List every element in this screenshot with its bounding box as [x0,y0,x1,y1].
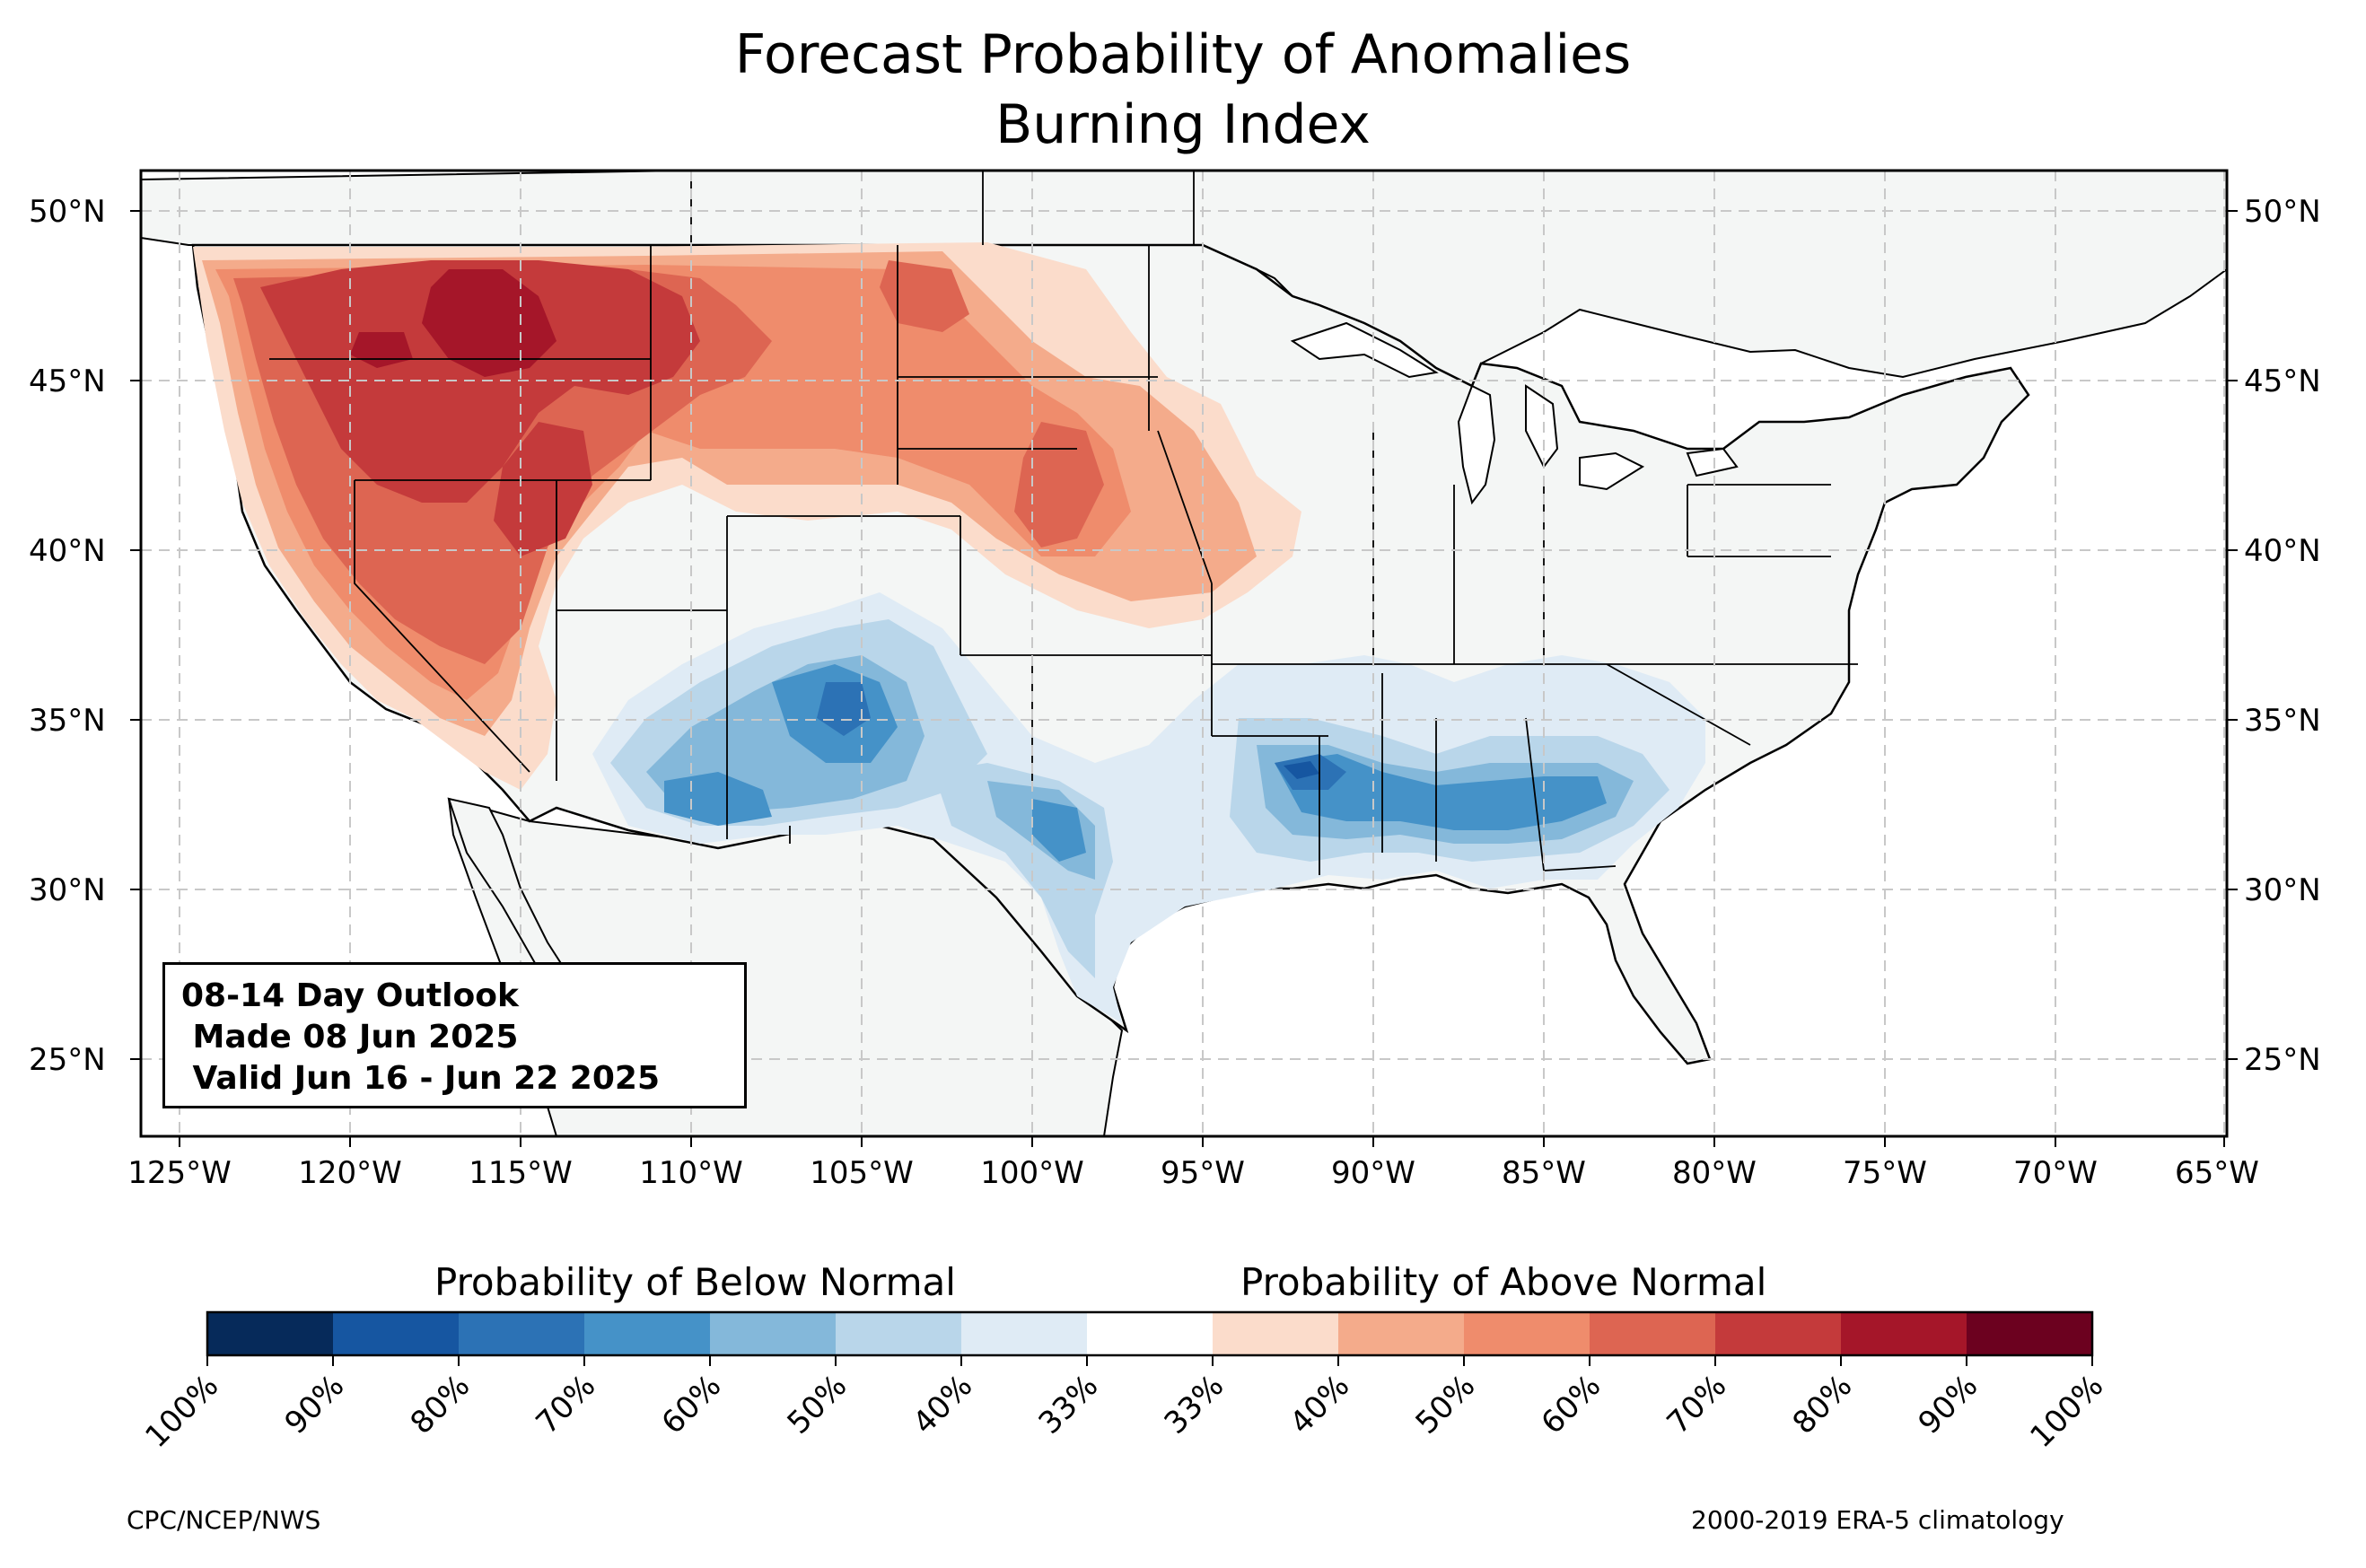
colorbar-swatch [207,1312,334,1355]
colorbar-tick-label: 33% [1158,1368,1231,1441]
colorbar-tick-label: 90% [278,1368,352,1441]
colorbar-tick-label: 70% [1661,1368,1734,1441]
colorbar-swatch [1087,1312,1214,1355]
lon-tick-label: 110°W [639,1155,743,1191]
lon-tick-label: 95°W [1161,1155,1245,1191]
colorbar-swatch [584,1312,711,1355]
chart-subtitle: Burning Index [995,93,1371,156]
lon-tick-label: 75°W [1843,1155,1927,1191]
outlook-period: 08-14 Day Outlook [181,977,519,1014]
lat-tick-label-right: 50°N [2244,194,2321,230]
lon-tick-label: 115°W [469,1155,573,1191]
lat-tick-label-right: 25°N [2244,1042,2321,1078]
colorbar-swatch [1967,1312,2093,1355]
lon-tick-label: 120°W [298,1155,402,1191]
lat-tick-label-right: 40°N [2244,533,2321,569]
lat-tick-label-left: 35°N [29,703,106,739]
lon-tick-label: 85°W [1502,1155,1586,1191]
colorbar-ticks: 100% 90% 80% 70% 60% 50% 40% 33% 33% 40% 50% 60% 70%… [138,1355,2110,1455]
chart-title: Forecast Probability of Anomalies [734,23,1632,86]
below-normal-shading [592,592,1705,1023]
colorbar-tick-label: 60% [655,1368,729,1441]
outlook-info-box: 08-14 Day Outlook Made 08 Jun 2025 Valid… [162,962,747,1108]
lat-tick-label-right: 30°N [2244,872,2321,908]
lon-tick-label: 100°W [980,1155,1084,1191]
map-frame [139,169,2229,1138]
lon-tick-label: 105°W [810,1155,914,1191]
lat-tick-label-left: 50°N [29,194,106,230]
colorbar-tick-label: 100% [2023,1368,2110,1455]
colorbar-tick-label: 80% [404,1368,478,1441]
colorbar-swatch [961,1312,1088,1355]
outlook-valid-range: Valid Jun 16 - Jun 22 2025 [181,1060,661,1097]
colorbar-below-label: Probability of Below Normal [434,1260,956,1304]
colorbar-swatch [1715,1312,1842,1355]
colorbar-swatch [1590,1312,1716,1355]
colorbar-swatch [1338,1312,1465,1355]
colorbar-swatch [1841,1312,1967,1355]
lat-tick-label-left: 25°N [29,1042,106,1078]
great-lakes [1290,321,1739,505]
lat-tick-label-left: 45°N [29,364,106,399]
colorbar-swatch [459,1312,585,1355]
colorbar-tick-label: 40% [1284,1368,1357,1441]
footer-source: CPC/NCEP/NWS [127,1505,321,1535]
colorbar-tick-label: 80% [1786,1368,1860,1441]
lon-tick-marks [179,1136,2225,1147]
graticule [141,171,2227,1136]
colorbar-tick-label: 50% [781,1368,854,1441]
lat-tick-label-left: 40°N [29,533,106,569]
footer-climatology: 2000-2019 ERA-5 climatology [1691,1505,2064,1535]
colorbar-swatch [1464,1312,1590,1355]
lon-tick-label: 90°W [1331,1155,1415,1191]
lat-tick-label-right: 35°N [2244,703,2321,739]
colorbar-above-label: Probability of Above Normal [1240,1260,1767,1304]
colorbar-tick-label: 60% [1535,1368,1608,1441]
colorbar-swatch [710,1312,837,1355]
colorbar-frame [206,1310,2094,1357]
colorbar-tick-label: 100% [138,1368,225,1455]
colorbar-swatch [836,1312,962,1355]
lon-tick-label: 80°W [1672,1155,1757,1191]
lon-tick-label: 125°W [127,1155,232,1191]
colorbar-tick-label: 50% [1409,1368,1483,1441]
colorbar-tick-label: 90% [1912,1368,1985,1441]
canada-land [141,171,2227,388]
lon-tick-label: 65°W [2175,1155,2259,1191]
colorbar-swatch [1213,1312,1339,1355]
colorbar-tick-label: 70% [530,1368,603,1441]
colorbar-tick-label: 40% [907,1368,980,1441]
lon-tick-label: 70°W [2013,1155,2098,1191]
colorbar-swatch [333,1312,460,1355]
lat-tick-label-right: 45°N [2244,364,2321,399]
colorbar [206,1310,2094,1357]
lat-tick-label-left: 30°N [29,872,106,908]
colorbar-tick-label: 33% [1032,1368,1106,1441]
outlook-made-date: Made 08 Jun 2025 [181,1019,519,1056]
above-normal-shading [193,242,1301,790]
